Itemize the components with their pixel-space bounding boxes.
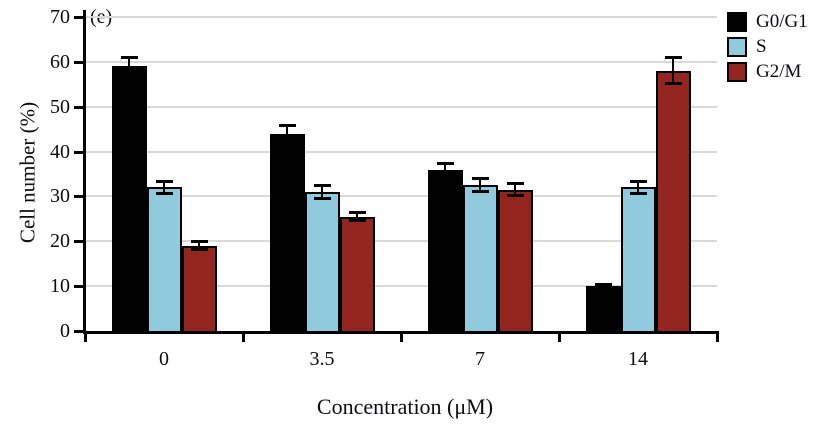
y-tick-label: 10 — [50, 275, 70, 298]
error-bar-cap — [629, 179, 647, 183]
y-tick-label: 0 — [60, 320, 70, 342]
y-tick-label: 30 — [50, 185, 70, 208]
error-bar-cap — [471, 177, 489, 181]
error-bar-cap — [348, 219, 366, 223]
gridline — [85, 16, 717, 18]
legend-swatch — [727, 37, 747, 57]
gridline — [85, 150, 717, 153]
y-tick — [74, 150, 83, 154]
bar — [585, 286, 621, 333]
y-axis-line — [83, 10, 86, 334]
error-bar — [163, 180, 165, 195]
y-tick-label: 50 — [50, 95, 70, 118]
legend-item: G0/G1 — [727, 12, 808, 32]
gridline — [85, 105, 717, 108]
legend: G0/G1 S G2/M — [727, 12, 808, 87]
x-axis-title: Concentration (μM) — [316, 394, 494, 419]
y-tick — [74, 16, 83, 19]
error-bar-cap — [629, 192, 647, 196]
x-tick-label: 7 — [475, 348, 485, 370]
gridline — [85, 240, 717, 243]
legend-swatch — [727, 12, 747, 32]
x-tick — [400, 334, 403, 342]
error-bar — [479, 178, 481, 192]
error-bar-cap — [190, 248, 208, 252]
bar — [497, 189, 533, 333]
error-bar-cap — [348, 211, 366, 215]
error-bar-cap — [120, 56, 138, 60]
bar — [111, 66, 147, 333]
bar — [146, 187, 182, 333]
y-tick — [74, 195, 83, 199]
x-tick — [558, 334, 561, 342]
error-bar — [672, 57, 674, 85]
x-tick — [716, 334, 719, 342]
error-bar-cap — [278, 123, 296, 127]
error-bar-cap — [471, 189, 489, 193]
x-tick — [84, 334, 87, 342]
bar — [655, 70, 691, 333]
bar — [427, 169, 463, 333]
legend-label: S — [756, 36, 767, 57]
error-bar-cap — [506, 181, 524, 185]
bar — [620, 187, 656, 333]
error-bar-cap — [506, 194, 524, 198]
y-tick-label: 40 — [50, 140, 70, 163]
y-tick-label: 60 — [50, 50, 70, 73]
gridline — [85, 285, 717, 288]
y-tick — [74, 105, 83, 109]
error-bar — [514, 182, 516, 197]
error-bar-cap — [190, 240, 208, 244]
error-bar — [321, 185, 323, 199]
error-bar-cap — [120, 73, 138, 77]
legend-swatch — [727, 62, 747, 82]
y-tick — [74, 285, 83, 289]
error-bar-cap — [436, 161, 454, 165]
error-bar-cap — [313, 184, 331, 188]
bar — [339, 216, 375, 333]
error-bar — [602, 283, 604, 289]
legend-label: G2/M — [756, 61, 802, 82]
error-bar-cap — [155, 192, 173, 196]
error-bar-cap — [155, 179, 173, 183]
error-bar — [356, 212, 358, 222]
y-tick — [74, 60, 83, 64]
gridline — [85, 60, 717, 63]
error-bar-cap — [664, 56, 682, 60]
x-tick-label: 3.5 — [309, 348, 335, 370]
bar — [181, 245, 217, 333]
error-bar-cap — [436, 174, 454, 178]
legend-label: G0/G1 — [756, 11, 808, 32]
x-tick-label: 0 — [159, 348, 169, 370]
error-bar-cap — [664, 82, 682, 86]
bar — [269, 133, 305, 333]
gridline — [85, 195, 717, 198]
error-bar-cap — [278, 140, 296, 144]
error-bar — [286, 124, 288, 143]
legend-item: S — [727, 37, 808, 57]
legend-item: G2/M — [727, 62, 808, 82]
y-tick — [74, 240, 83, 244]
error-bar — [128, 57, 130, 76]
x-axis-line — [83, 331, 719, 334]
y-tick-label: 70 — [50, 6, 70, 28]
y-tick-label: 20 — [50, 230, 70, 253]
error-bar-cap — [313, 196, 331, 200]
error-bar-cap — [594, 286, 612, 290]
error-bar — [637, 180, 639, 195]
error-bar-cap — [594, 282, 612, 286]
bar — [462, 185, 498, 333]
error-bar — [198, 241, 200, 251]
x-tick-label: 14 — [628, 348, 648, 370]
y-tick — [74, 330, 83, 333]
bar — [304, 191, 340, 333]
error-bar — [444, 162, 446, 177]
x-tick — [242, 334, 245, 342]
